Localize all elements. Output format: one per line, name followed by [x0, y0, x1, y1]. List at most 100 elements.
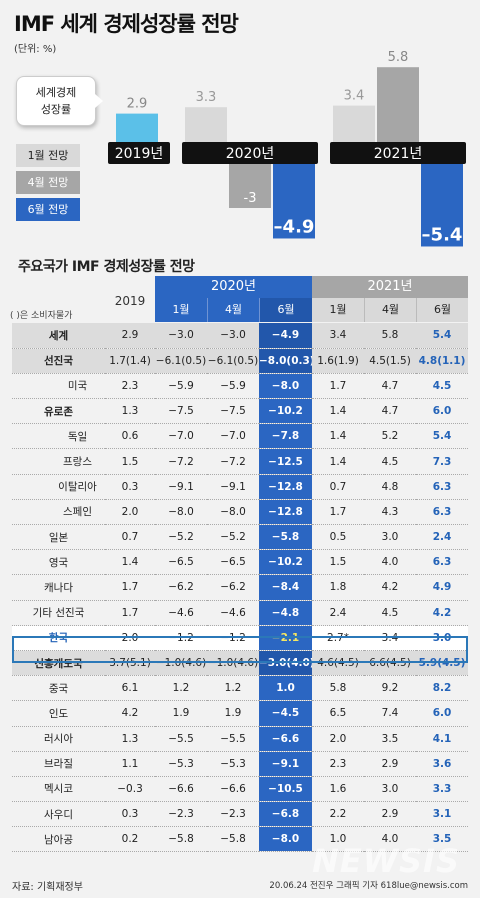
country-name: 스페인: [12, 499, 105, 526]
header-2021-jan: 1월: [312, 298, 364, 322]
table-cell: 2.0: [312, 726, 364, 752]
table-cell: −0.3: [105, 776, 155, 803]
table-cell: 2.0: [105, 499, 155, 526]
table-cell: −5.5: [155, 726, 207, 752]
table-cell: 6.3: [416, 499, 468, 526]
table-cell: 1.6: [312, 776, 364, 803]
table-cell: −7.0: [155, 423, 207, 450]
table-cell: 1.5: [105, 448, 155, 475]
table-cell: −5.9: [207, 373, 259, 400]
table-cell: 1.4: [312, 398, 364, 425]
table-cell: 1.7: [312, 373, 364, 400]
table-cell: 1.0: [259, 675, 312, 702]
bar-value-label: 5.8: [388, 50, 409, 65]
table-cell: 1.2: [155, 675, 207, 702]
table-row: 스페인 2.0 −8.0 −8.0 −12.8 1.7 4.3 6.3: [12, 499, 468, 526]
country-name: 일본: [12, 524, 105, 551]
table-cell: −3.0: [207, 323, 259, 349]
table-row: 선진국 1.7(1.4) −6.1(0.5) −6.1(0.5) −8.0(0.3) 1.…: [12, 348, 468, 374]
country-name: 멕시코: [12, 776, 105, 803]
table-cell: −2.3: [155, 801, 207, 828]
table-cell: −5.8: [207, 826, 259, 853]
table-row: 영국 1.4 −6.5 −6.5 −10.2 1.5 4.0 6.3: [12, 549, 468, 576]
table-cell: 5.4: [416, 423, 468, 450]
table-row: 사우디 0.3 −2.3 −2.3 −6.8 2.2 2.9 3.1: [12, 801, 468, 828]
table-cell: 4.5(1.5): [364, 348, 416, 374]
callout-bubble: 세계경제 성장률: [16, 76, 103, 126]
country-name: 독일: [12, 423, 105, 450]
year-band: [108, 142, 170, 164]
table-cell: −6.1(0.5): [155, 348, 207, 374]
header-2020-apr: 4월: [207, 298, 259, 322]
table-cell: 1.0: [312, 826, 364, 853]
page-title: IMF 세계 경제성장률 전망: [14, 12, 239, 36]
country-name: 남아공: [12, 826, 105, 853]
table-cell: 3.0: [364, 776, 416, 803]
country-name: 유로존: [12, 398, 105, 425]
table-cell: 3.0: [364, 524, 416, 551]
table-row: 인도 4.2 1.9 1.9 −4.5 6.5 7.4 6.0: [12, 700, 468, 727]
country-name: 프랑스: [12, 448, 105, 475]
table-cell: 2.3: [105, 373, 155, 400]
legend-jan: 1월 전망: [16, 144, 80, 167]
table-cell: −6.1(0.5): [207, 348, 259, 374]
table-cell: 5.4: [416, 323, 468, 349]
table-cell: 1.9: [207, 700, 259, 727]
table-cell: −7.0: [207, 423, 259, 450]
table-cell: −6.5: [207, 549, 259, 576]
table-cell: 7.3: [416, 448, 468, 475]
growth-table: 세계 2.9 −3.0 −3.0 −4.9 3.4 5.8 5.4 선진국 1.7(1.4) −6.…: [12, 323, 468, 853]
header-2020-jun: 6월: [259, 298, 312, 322]
table-cell: −6.6: [207, 776, 259, 803]
table-cell: 4.6(4.5): [312, 650, 364, 677]
table-cell: 2.4: [416, 524, 468, 551]
table-row: 유로존 1.3 −7.5 −7.5 −10.2 1.4 4.7 6.0: [12, 398, 468, 425]
country-name: 캐나다: [12, 574, 105, 601]
callout-line-1: 세계경제: [35, 86, 77, 99]
table-cell: −5.5: [207, 726, 259, 752]
country-name: 브라질: [12, 751, 105, 777]
country-name: 사우디: [12, 801, 105, 828]
country-name: 세계: [12, 323, 105, 349]
table-cell: −10.2: [259, 549, 312, 576]
credit-label: 20.06.24 전진우 그래픽 기자 618lue@newsis.com: [269, 881, 468, 891]
category-label: 2020년: [226, 146, 275, 162]
table-cell: 1.4: [312, 448, 364, 475]
table-row: 기타 선진국 1.7 −4.6 −4.6 −4.8 2.4 4.5 4.2: [12, 600, 468, 626]
table-cell: −1.0(4.6): [207, 650, 259, 677]
table-cell: −3.0(4.0): [259, 650, 312, 677]
table-row: 브라질 1.1 −5.3 −5.3 −9.1 2.3 2.9 3.6: [12, 751, 468, 777]
table-cell: −8.0: [207, 499, 259, 526]
table-cell: 0.5: [312, 524, 364, 551]
table-cell: 1.8: [312, 574, 364, 601]
table-cell: −9.1: [259, 751, 312, 777]
table-cell: 4.1: [416, 726, 468, 752]
table-cell: −10.5: [259, 776, 312, 803]
table-cell: 0.7: [105, 524, 155, 551]
table-cell: 4.8(1.1): [416, 348, 468, 374]
table-cell: 0.7: [312, 474, 364, 500]
table-cell: −2.3: [207, 801, 259, 828]
table-cell: 4.5: [364, 600, 416, 626]
table-cell: −1.0(4.6): [155, 650, 207, 677]
table-cell: 1.2: [207, 675, 259, 702]
korea-row-highlight: [12, 636, 468, 663]
table-cell: 6.3: [416, 549, 468, 576]
table-cell: 4.9: [416, 574, 468, 601]
table-cell: 4.0: [364, 826, 416, 853]
table-cell: 4.2: [105, 700, 155, 727]
country-name: 중국: [12, 675, 105, 702]
bar-value-label: –5.4: [422, 224, 463, 245]
table-cell: −4.6: [207, 600, 259, 626]
table-cell: 8.2: [416, 675, 468, 702]
table-row: 프랑스 1.5 −7.2 −7.2 −12.5 1.4 4.5 7.3: [12, 448, 468, 475]
year-band: [182, 142, 318, 164]
bar-value-label: 3.3: [196, 90, 217, 105]
table-cell: −7.5: [207, 398, 259, 425]
table-cell: −7.2: [155, 448, 207, 475]
table-cell: 4.5: [364, 448, 416, 475]
table-cell: 1.4: [105, 549, 155, 576]
table-cell: −6.8: [259, 801, 312, 828]
legend-apr: 4월 전망: [16, 171, 80, 194]
table-cell: 4.2: [416, 600, 468, 626]
